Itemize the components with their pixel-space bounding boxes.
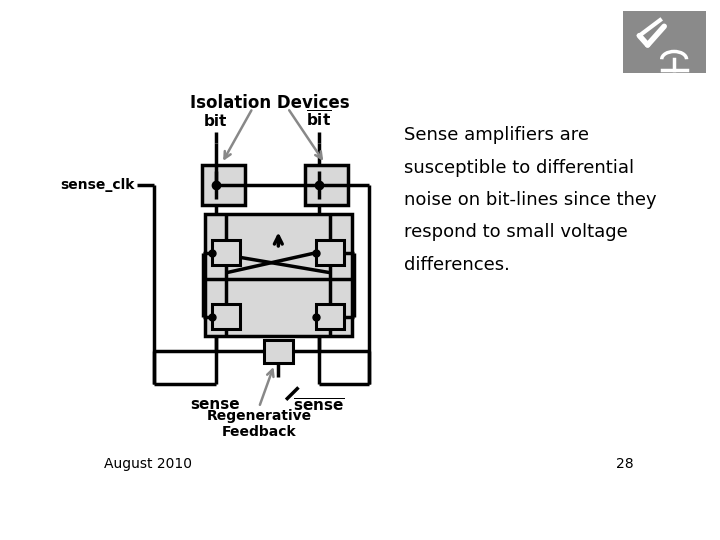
Text: Sense amplifiers are: Sense amplifiers are — [404, 126, 589, 144]
Text: susceptible to differential: susceptible to differential — [404, 159, 634, 177]
Text: August 2010: August 2010 — [104, 457, 192, 471]
Bar — [204, 214, 352, 336]
Text: Isolation Devices: Isolation Devices — [190, 94, 350, 112]
Text: sense: sense — [191, 397, 240, 413]
Bar — [316, 304, 344, 329]
Text: $\overline{\mathbf{bit}}$: $\overline{\mathbf{bit}}$ — [306, 110, 331, 130]
Text: noise on bit-lines since they: noise on bit-lines since they — [404, 191, 657, 209]
Bar — [264, 340, 293, 363]
Text: $\overline{\mathbf{sense}}$: $\overline{\mathbf{sense}}$ — [293, 397, 344, 415]
Bar — [212, 304, 240, 329]
Bar — [305, 165, 348, 205]
Text: sense_clk: sense_clk — [60, 178, 134, 192]
Text: respond to small voltage: respond to small voltage — [404, 224, 628, 241]
Text: 28: 28 — [616, 457, 634, 471]
Bar — [202, 165, 245, 205]
Text: Regenerative
Feedback: Regenerative Feedback — [207, 409, 312, 439]
Text: differences.: differences. — [404, 256, 510, 274]
Bar — [316, 240, 344, 265]
Text: bit: bit — [204, 114, 228, 130]
Bar — [212, 240, 240, 265]
